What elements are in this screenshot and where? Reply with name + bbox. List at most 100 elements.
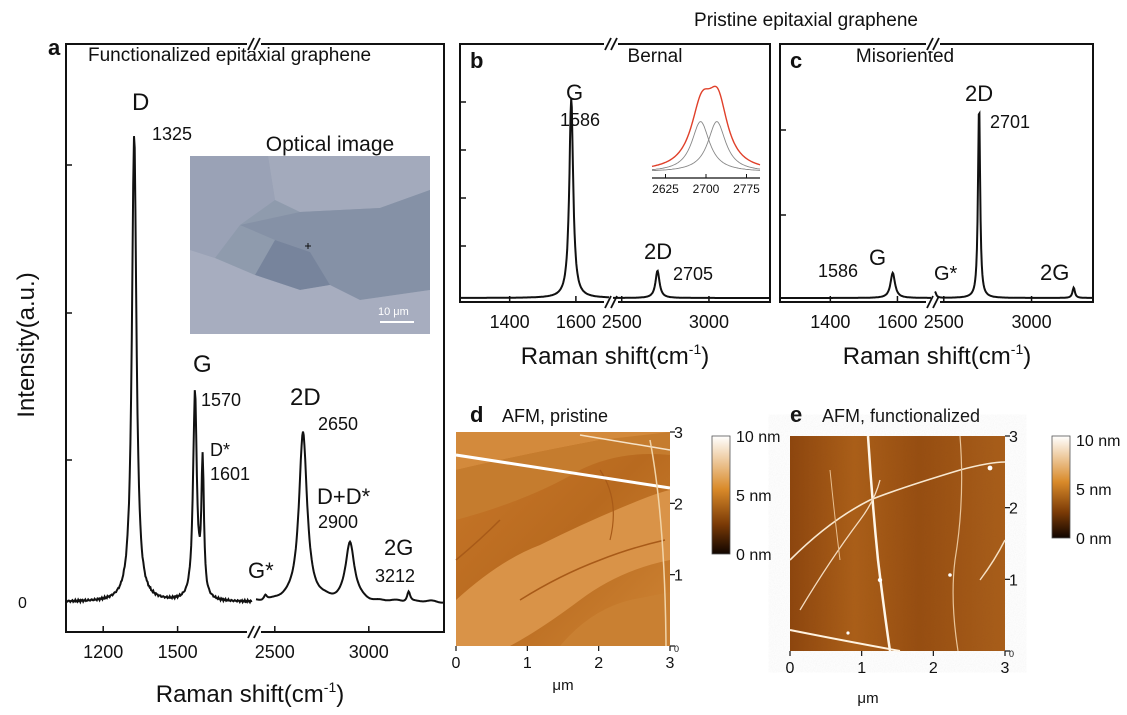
x-tick-label: 1600 — [877, 312, 917, 332]
peak-position-label: 2900 — [318, 512, 358, 532]
colorbar-label: 0 nm — [1076, 531, 1112, 548]
peak-name-label: 2D — [290, 384, 321, 411]
spectrum-segment — [934, 110, 1093, 299]
inset-tick-label: 2625 — [652, 182, 679, 196]
panel-c-xticks: 1400 1600 2500 3000 — [810, 296, 1052, 332]
x-tick-label: 3000 — [349, 642, 389, 662]
panel-c: c Misoriented 1400 1600 2500 3000 G 1586 G* 2D… — [0, 0, 1094, 370]
spectrum-segment — [255, 431, 445, 604]
peak-name-label: D+D* — [317, 484, 371, 509]
panel-a-xticks: 1200 1500 2500 3000 — [83, 626, 389, 662]
peak-position-label: 2650 — [318, 414, 358, 434]
peak-name-label: G — [566, 80, 583, 105]
inset-tick-label: 2700 — [693, 182, 720, 196]
afm-x-tick-label: 2 — [929, 660, 938, 677]
afm-x-tick-label: 0 — [452, 655, 461, 672]
x-tick-label: 2500 — [602, 312, 642, 332]
panel-e-xlabel: μm — [857, 690, 878, 707]
peak-name-label: 2G — [384, 535, 413, 560]
colorbar-label: 10 nm — [736, 429, 780, 446]
panel-b-spectrum — [460, 98, 770, 299]
spectrum-segment — [613, 269, 770, 299]
x-tick-label: 3000 — [689, 312, 729, 332]
x-tick-label: 1400 — [810, 312, 850, 332]
optical-image-inset: Optical image 10 μm — [190, 133, 430, 334]
panel-b-xlabel: Raman shift(cm-1) — [521, 341, 710, 370]
peak-position-label: 2701 — [990, 112, 1030, 132]
inset-curve — [652, 121, 761, 172]
panel-a: a Functionalized epitaxial graphene 0 In… — [13, 35, 445, 708]
peak-position-label: 2705 — [673, 264, 713, 284]
x-tick-label: 1200 — [83, 642, 123, 662]
peak-name-label: 2G — [1040, 260, 1069, 285]
x-tick-label: 1500 — [158, 642, 198, 662]
panel-c-title: Misoriented — [856, 46, 954, 67]
inset-curves — [651, 85, 761, 172]
panel-c-yticks — [780, 129, 786, 216]
inset-tick-label: 2775 — [733, 182, 760, 196]
panel-b-xticks: 1400 1600 2500 3000 — [490, 296, 729, 332]
panel-letter-c: c — [790, 48, 802, 73]
panel-b-inset: 2625 2700 2775 — [650, 78, 762, 196]
panel-a-ylabel: Intensity(a.u.) — [13, 272, 40, 417]
afm-x-tick-label: 3 — [666, 655, 675, 672]
peak-name-label: D* — [210, 440, 230, 460]
peak-position-label: 1586 — [0, 0, 40, 4]
panel-letter-e: e — [790, 402, 802, 427]
peak-name-label: G — [193, 351, 212, 378]
peak-position-label: 1586 — [560, 110, 600, 130]
inset-curve — [651, 121, 761, 171]
colorbar-label: 5 nm — [1076, 482, 1112, 499]
afm-x-tick-label: 1 — [523, 655, 532, 672]
peak-position-label: 1570 — [201, 390, 241, 410]
colorbar-label: 0 nm — [736, 547, 772, 564]
panel-letter-a: a — [48, 35, 61, 60]
panel-c-spectrum — [780, 110, 1093, 299]
panel-c-peak-labels: G 1586 G* 2D 2701 2G 1586 — [0, 0, 1069, 285]
panel-d-colorbar: 10 nm 5 nm 0 nm — [711, 429, 780, 564]
peak-position-label: 1325 — [152, 124, 192, 144]
x-tick-label: 1400 — [490, 312, 530, 332]
peak-name-label: G — [869, 245, 886, 270]
peak-name-label: G* — [934, 263, 958, 285]
panel-e-colorbar: 10 nm 5 nm 0 nm — [1051, 433, 1120, 548]
afm-functionalized-image — [789, 435, 1006, 652]
panel-b-title: Bernal — [628, 46, 683, 67]
afm-y-tick-label: 1 — [674, 568, 683, 585]
panel-c-xlabel: Raman shift(cm-1) — [843, 341, 1032, 370]
panel-d-xlabel: μm — [552, 677, 573, 694]
panel-letter-b: b — [470, 48, 483, 73]
x-tick-label: 2500 — [255, 642, 295, 662]
colorbar-label: 5 nm — [736, 488, 772, 505]
panel-a-yticks — [66, 164, 72, 461]
inset-ticks: 2625 2700 2775 — [652, 174, 760, 196]
peak-name-label: D — [132, 89, 149, 116]
afm-y-tick-label: 3 — [674, 425, 683, 442]
peak-position-label: 1586 — [818, 261, 858, 281]
panel-a-title: Functionalized epitaxial graphene — [88, 45, 371, 66]
afm-x-tick-label: 0 — [786, 660, 795, 677]
x-tick-label: 2500 — [924, 312, 964, 332]
x-tick-label: 1600 — [556, 312, 596, 332]
afm-y-tick-label: 0 — [674, 644, 679, 654]
afm-x-tick-label: 1 — [857, 660, 866, 677]
panel-a-y-zero: 0 — [18, 595, 27, 612]
panel-e-title: AFM, functionalized — [822, 406, 980, 426]
afm-y-tick-label: 2 — [674, 496, 683, 513]
spectrum-segment — [460, 98, 610, 299]
scalebar-label: 10 μm — [378, 306, 409, 318]
panel-a-xlabel: Raman shift(cm-1) — [156, 679, 345, 708]
peak-position-label: 3212 — [375, 566, 415, 586]
panel-a-break-marks — [247, 37, 261, 639]
optical-image-title: Optical image — [266, 133, 394, 156]
panel-a-spectrum — [65, 136, 445, 605]
peak-name-label: 2D — [965, 81, 993, 106]
